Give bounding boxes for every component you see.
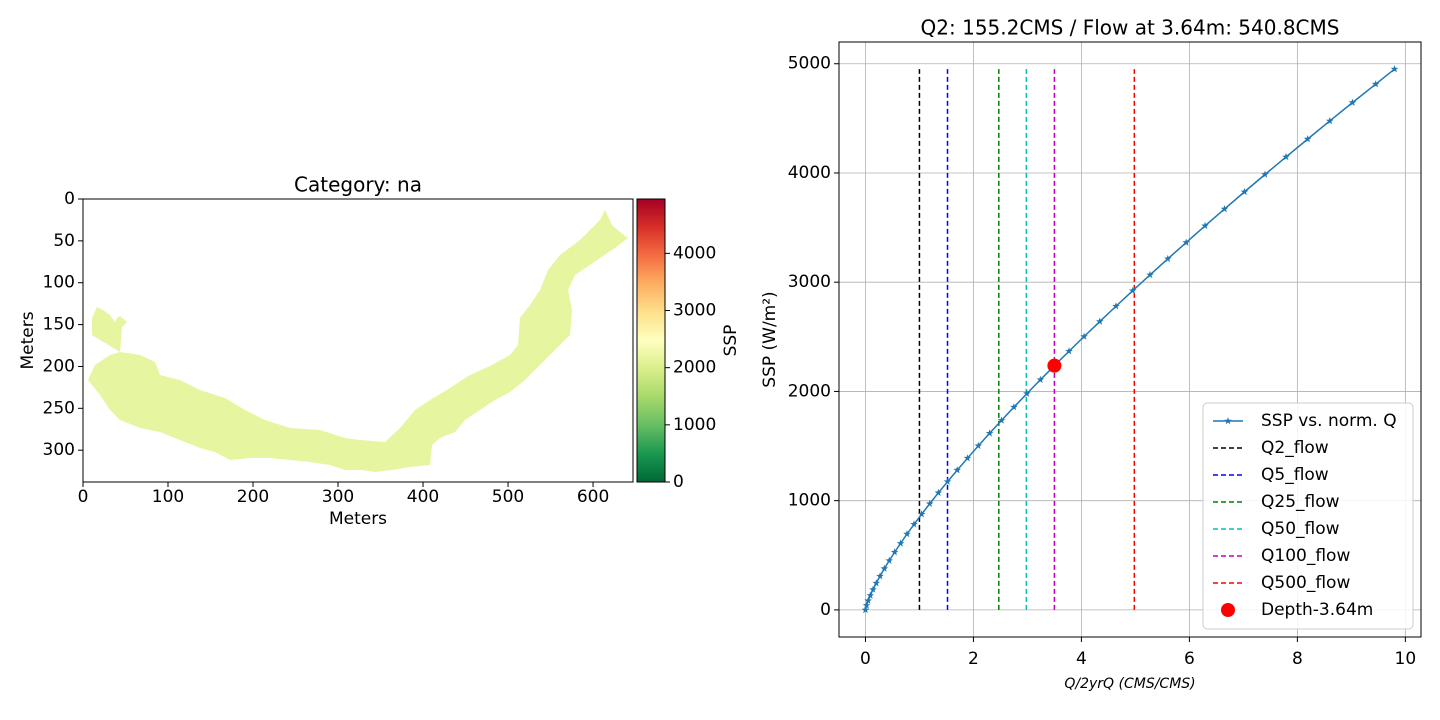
colorbar [636, 198, 666, 483]
data-point [1065, 347, 1073, 355]
y-tick-label: 200 [43, 356, 75, 376]
data-point [890, 548, 899, 556]
colorbar-tick-label: 0 [673, 472, 684, 492]
data-point [1128, 286, 1137, 294]
data-point [1182, 238, 1190, 246]
x-tick-label: 0 [78, 487, 89, 507]
legend-label: Q100_flow [1261, 546, 1350, 566]
data-point [876, 572, 884, 580]
y-axis-label: Meters [18, 311, 38, 369]
x-axis-label: Q/2yrQ (CMS/CMS) [1064, 676, 1195, 692]
y-tick-label: 1000 [788, 491, 831, 511]
legend-label: Q50_flow [1261, 519, 1340, 539]
data-point [1303, 135, 1312, 143]
data-point [862, 601, 871, 609]
data-point [1220, 205, 1229, 213]
data-point [861, 605, 870, 614]
x-tick-label: 500 [492, 487, 524, 507]
data-point [1282, 152, 1290, 161]
legend-marker [1224, 417, 1232, 425]
colorbar-label: SSP [721, 325, 741, 357]
data-point [880, 564, 889, 572]
data-point [1371, 80, 1380, 88]
legend-label: Q5_flow [1261, 465, 1329, 485]
data-point [1390, 65, 1399, 73]
axes-frame [838, 41, 1422, 638]
data-point [1036, 375, 1045, 383]
y-tick-label: 5000 [788, 54, 831, 74]
x-tick-label: 10 [1395, 649, 1417, 669]
highlight-point [1047, 358, 1062, 373]
legend-box [1202, 402, 1414, 630]
data-point [985, 429, 994, 437]
x-tick-label: 400 [407, 487, 439, 507]
y-tick-label: 0 [820, 600, 831, 620]
legend-label: Depth-3.64m [1261, 600, 1373, 620]
data-point [1348, 98, 1357, 106]
data-point [963, 454, 972, 462]
y-tick-label: 50 [53, 231, 75, 251]
legend-label: Q2_flow [1261, 438, 1329, 458]
data-point [1326, 117, 1334, 125]
data-point [910, 520, 918, 528]
y-tick-label: 100 [43, 273, 75, 293]
chart-title: Category: na [294, 173, 422, 197]
data-point [1096, 317, 1104, 325]
legend-label: Q500_flow [1261, 573, 1350, 593]
data-point [925, 499, 934, 507]
legend-marker [1221, 603, 1235, 617]
data-point [1080, 332, 1088, 340]
y-tick-label: 2000 [788, 381, 831, 401]
y-tick-label: 3000 [788, 272, 831, 292]
data-point [896, 539, 905, 547]
data-point [885, 556, 893, 564]
y-tick-label: 250 [43, 398, 75, 418]
data-point [1164, 254, 1172, 263]
x-tick-label: 8 [1292, 649, 1303, 669]
colorbar-tick-label: 1000 [673, 415, 716, 435]
x-tick-label: 2 [968, 649, 979, 669]
data-point [1010, 403, 1018, 411]
x-tick-label: 4 [1076, 649, 1087, 669]
data-point [1240, 187, 1249, 196]
data-point [869, 585, 877, 593]
x-tick-label: 6 [1184, 649, 1195, 669]
data-point [1146, 270, 1154, 279]
data-point [943, 477, 952, 485]
y-tick-label: 4000 [788, 163, 831, 183]
x-tick-label: 100 [152, 487, 184, 507]
y-tick-label: 150 [43, 315, 75, 335]
data-point [866, 591, 875, 599]
data-point [1112, 302, 1120, 310]
data-point [1261, 170, 1269, 178]
river-extent [88, 210, 628, 472]
data-point [974, 441, 983, 450]
colorbar-tick-label: 4000 [673, 243, 716, 263]
data-point [1201, 221, 1209, 230]
data-point [917, 510, 926, 518]
x-tick-label: 600 [577, 487, 609, 507]
legend-label: Q25_flow [1261, 492, 1340, 512]
data-point [872, 579, 881, 587]
data-point [903, 530, 911, 538]
y-tick-label: 300 [43, 440, 75, 460]
data-point [997, 416, 1006, 424]
y-axis-label: SSP (W/m²) [760, 291, 780, 387]
data-point [953, 466, 961, 474]
chart-title: Q2: 155.2CMS / Flow at 3.64m: 540.8CMS [921, 16, 1340, 40]
colorbar-tick-label: 3000 [673, 301, 716, 321]
colorbar-tick-label: 2000 [673, 358, 716, 378]
y-tick-label: 0 [64, 189, 75, 209]
data-point [934, 488, 943, 496]
axes-frame [82, 198, 634, 483]
x-axis-label: Meters [329, 509, 387, 529]
x-tick-label: 300 [322, 487, 354, 507]
x-tick-label: 200 [237, 487, 269, 507]
data-point [1023, 389, 1031, 397]
data-point [864, 596, 872, 604]
legend-label: SSP vs. norm. Q [1261, 411, 1397, 431]
x-tick-label: 0 [860, 649, 871, 669]
